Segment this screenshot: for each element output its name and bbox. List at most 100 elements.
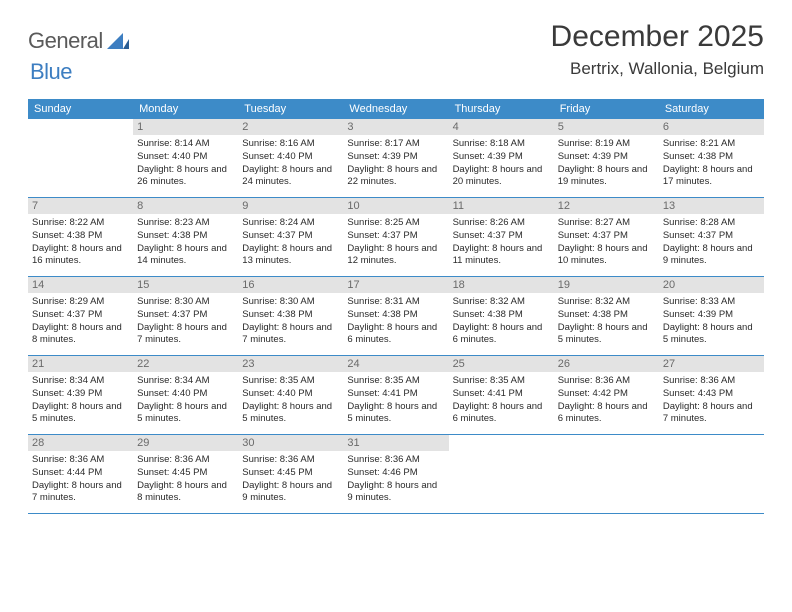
day-number: 24 [343,356,448,372]
calendar-page: General December 2025 Bertrix, Wallonia,… [0,0,792,534]
sunset-text: Sunset: 4:38 PM [453,309,550,322]
weekday-header: Sunday [28,99,133,119]
day-number: 3 [343,119,448,135]
daylight-text: Daylight: 8 hours and 5 minutes. [32,401,129,427]
day-number: 9 [238,198,343,214]
day-number: 2 [238,119,343,135]
day-cell [554,435,659,513]
sunset-text: Sunset: 4:37 PM [558,230,655,243]
sunset-text: Sunset: 4:42 PM [558,388,655,401]
sunrise-text: Sunrise: 8:25 AM [347,217,444,230]
sunrise-text: Sunrise: 8:14 AM [137,138,234,151]
logo-text-2: Blue [30,59,72,84]
sunset-text: Sunset: 4:38 PM [242,309,339,322]
day-cell: 28Sunrise: 8:36 AMSunset: 4:44 PMDayligh… [28,435,133,513]
day-number: 15 [133,277,238,293]
sunset-text: Sunset: 4:39 PM [32,388,129,401]
daylight-text: Daylight: 8 hours and 12 minutes. [347,243,444,269]
day-number: 20 [659,277,764,293]
sunset-text: Sunset: 4:40 PM [137,151,234,164]
logo: General [28,28,131,54]
sunrise-text: Sunrise: 8:26 AM [453,217,550,230]
week-row: 21Sunrise: 8:34 AMSunset: 4:39 PMDayligh… [28,356,764,435]
daylight-text: Daylight: 8 hours and 6 minutes. [453,401,550,427]
day-cell: 8Sunrise: 8:23 AMSunset: 4:38 PMDaylight… [133,198,238,276]
daylight-text: Daylight: 8 hours and 11 minutes. [453,243,550,269]
day-cell: 1Sunrise: 8:14 AMSunset: 4:40 PMDaylight… [133,119,238,197]
sunrise-text: Sunrise: 8:36 AM [558,375,655,388]
day-number: 19 [554,277,659,293]
daylight-text: Daylight: 8 hours and 6 minutes. [347,322,444,348]
sunrise-text: Sunrise: 8:17 AM [347,138,444,151]
day-cell: 31Sunrise: 8:36 AMSunset: 4:46 PMDayligh… [343,435,448,513]
day-number: 27 [659,356,764,372]
sunrise-text: Sunrise: 8:36 AM [242,454,339,467]
day-number: 21 [28,356,133,372]
day-cell: 11 Sunrise: 8:26 AMSunset: 4:37 PMDayligh… [449,198,554,276]
sunrise-text: Sunrise: 8:30 AM [242,296,339,309]
daylight-text: Daylight: 8 hours and 20 minutes. [453,164,550,190]
sunset-text: Sunset: 4:37 PM [347,230,444,243]
logo-text-1: General [28,28,103,54]
day-cell: 6Sunrise: 8:21 AMSunset: 4:38 PMDaylight… [659,119,764,197]
sunrise-text: Sunrise: 8:34 AM [137,375,234,388]
sunrise-text: Sunrise: 8:22 AM [32,217,129,230]
sunset-text: Sunset: 4:40 PM [242,151,339,164]
sunset-text: Sunset: 4:37 PM [453,230,550,243]
daylight-text: Daylight: 8 hours and 13 minutes. [242,243,339,269]
day-number: 18 [449,277,554,293]
sunrise-text: Sunrise: 8:33 AM [663,296,760,309]
daylight-text: Daylight: 8 hours and 17 minutes. [663,164,760,190]
sunset-text: Sunset: 4:40 PM [242,388,339,401]
sunrise-text: Sunrise: 8:31 AM [347,296,444,309]
daylight-text: Daylight: 8 hours and 7 minutes. [137,322,234,348]
weekday-header-row: Sunday Monday Tuesday Wednesday Thursday… [28,99,764,119]
sunrise-text: Sunrise: 8:36 AM [347,454,444,467]
day-cell: 16Sunrise: 8:30 AMSunset: 4:38 PMDayligh… [238,277,343,355]
day-number: 6 [659,119,764,135]
day-number: 7 [28,198,133,214]
sunrise-text: Sunrise: 8:18 AM [453,138,550,151]
day-cell: 12Sunrise: 8:27 AMSunset: 4:37 PMDayligh… [554,198,659,276]
sunrise-text: Sunrise: 8:24 AM [242,217,339,230]
weekday-header: Thursday [449,99,554,119]
day-number: 1 [133,119,238,135]
week-row: 7Sunrise: 8:22 AMSunset: 4:38 PMDaylight… [28,198,764,277]
day-cell: 15 Sunrise: 8:30 AMSunset: 4:37 PMDayligh… [133,277,238,355]
daylight-text: Daylight: 8 hours and 5 minutes. [137,401,234,427]
day-number: 4 [449,119,554,135]
day-cell: 10Sunrise: 8:25 AMSunset: 4:37 PMDayligh… [343,198,448,276]
daylight-text: Daylight: 8 hours and 9 minutes. [663,243,760,269]
sunset-text: Sunset: 4:40 PM [137,388,234,401]
sunset-text: Sunset: 4:39 PM [558,151,655,164]
day-cell: 18Sunrise: 8:32 AMSunset: 4:38 PMDayligh… [449,277,554,355]
day-number: 29 [133,435,238,451]
day-number [28,119,133,123]
day-cell: 29Sunrise: 8:36 AMSunset: 4:45 PMDayligh… [133,435,238,513]
sunset-text: Sunset: 4:43 PM [663,388,760,401]
sunrise-text: Sunrise: 8:34 AM [32,375,129,388]
sunrise-text: Sunrise: 8:16 AM [242,138,339,151]
day-number: 28 [28,435,133,451]
daylight-text: Daylight: 8 hours and 7 minutes. [242,322,339,348]
daylight-text: Daylight: 8 hours and 7 minutes. [663,401,760,427]
day-number [659,435,764,439]
sunset-text: Sunset: 4:38 PM [347,309,444,322]
week-row: 28Sunrise: 8:36 AMSunset: 4:44 PMDayligh… [28,435,764,514]
day-number: 25 [449,356,554,372]
sunrise-text: Sunrise: 8:30 AM [137,296,234,309]
day-number: 31 [343,435,448,451]
day-number: 22 [133,356,238,372]
day-cell [659,435,764,513]
sunset-text: Sunset: 4:46 PM [347,467,444,480]
day-number: 11 [449,198,554,214]
week-row: 1Sunrise: 8:14 AMSunset: 4:40 PMDaylight… [28,119,764,198]
sunset-text: Sunset: 4:41 PM [347,388,444,401]
daylight-text: Daylight: 8 hours and 22 minutes. [347,164,444,190]
day-cell: 4Sunrise: 8:18 AMSunset: 4:39 PMDaylight… [449,119,554,197]
weekday-header: Wednesday [343,99,448,119]
daylight-text: Daylight: 8 hours and 16 minutes. [32,243,129,269]
sunrise-text: Sunrise: 8:36 AM [32,454,129,467]
day-cell: 25Sunrise: 8:35 AMSunset: 4:41 PMDayligh… [449,356,554,434]
sunset-text: Sunset: 4:37 PM [137,309,234,322]
